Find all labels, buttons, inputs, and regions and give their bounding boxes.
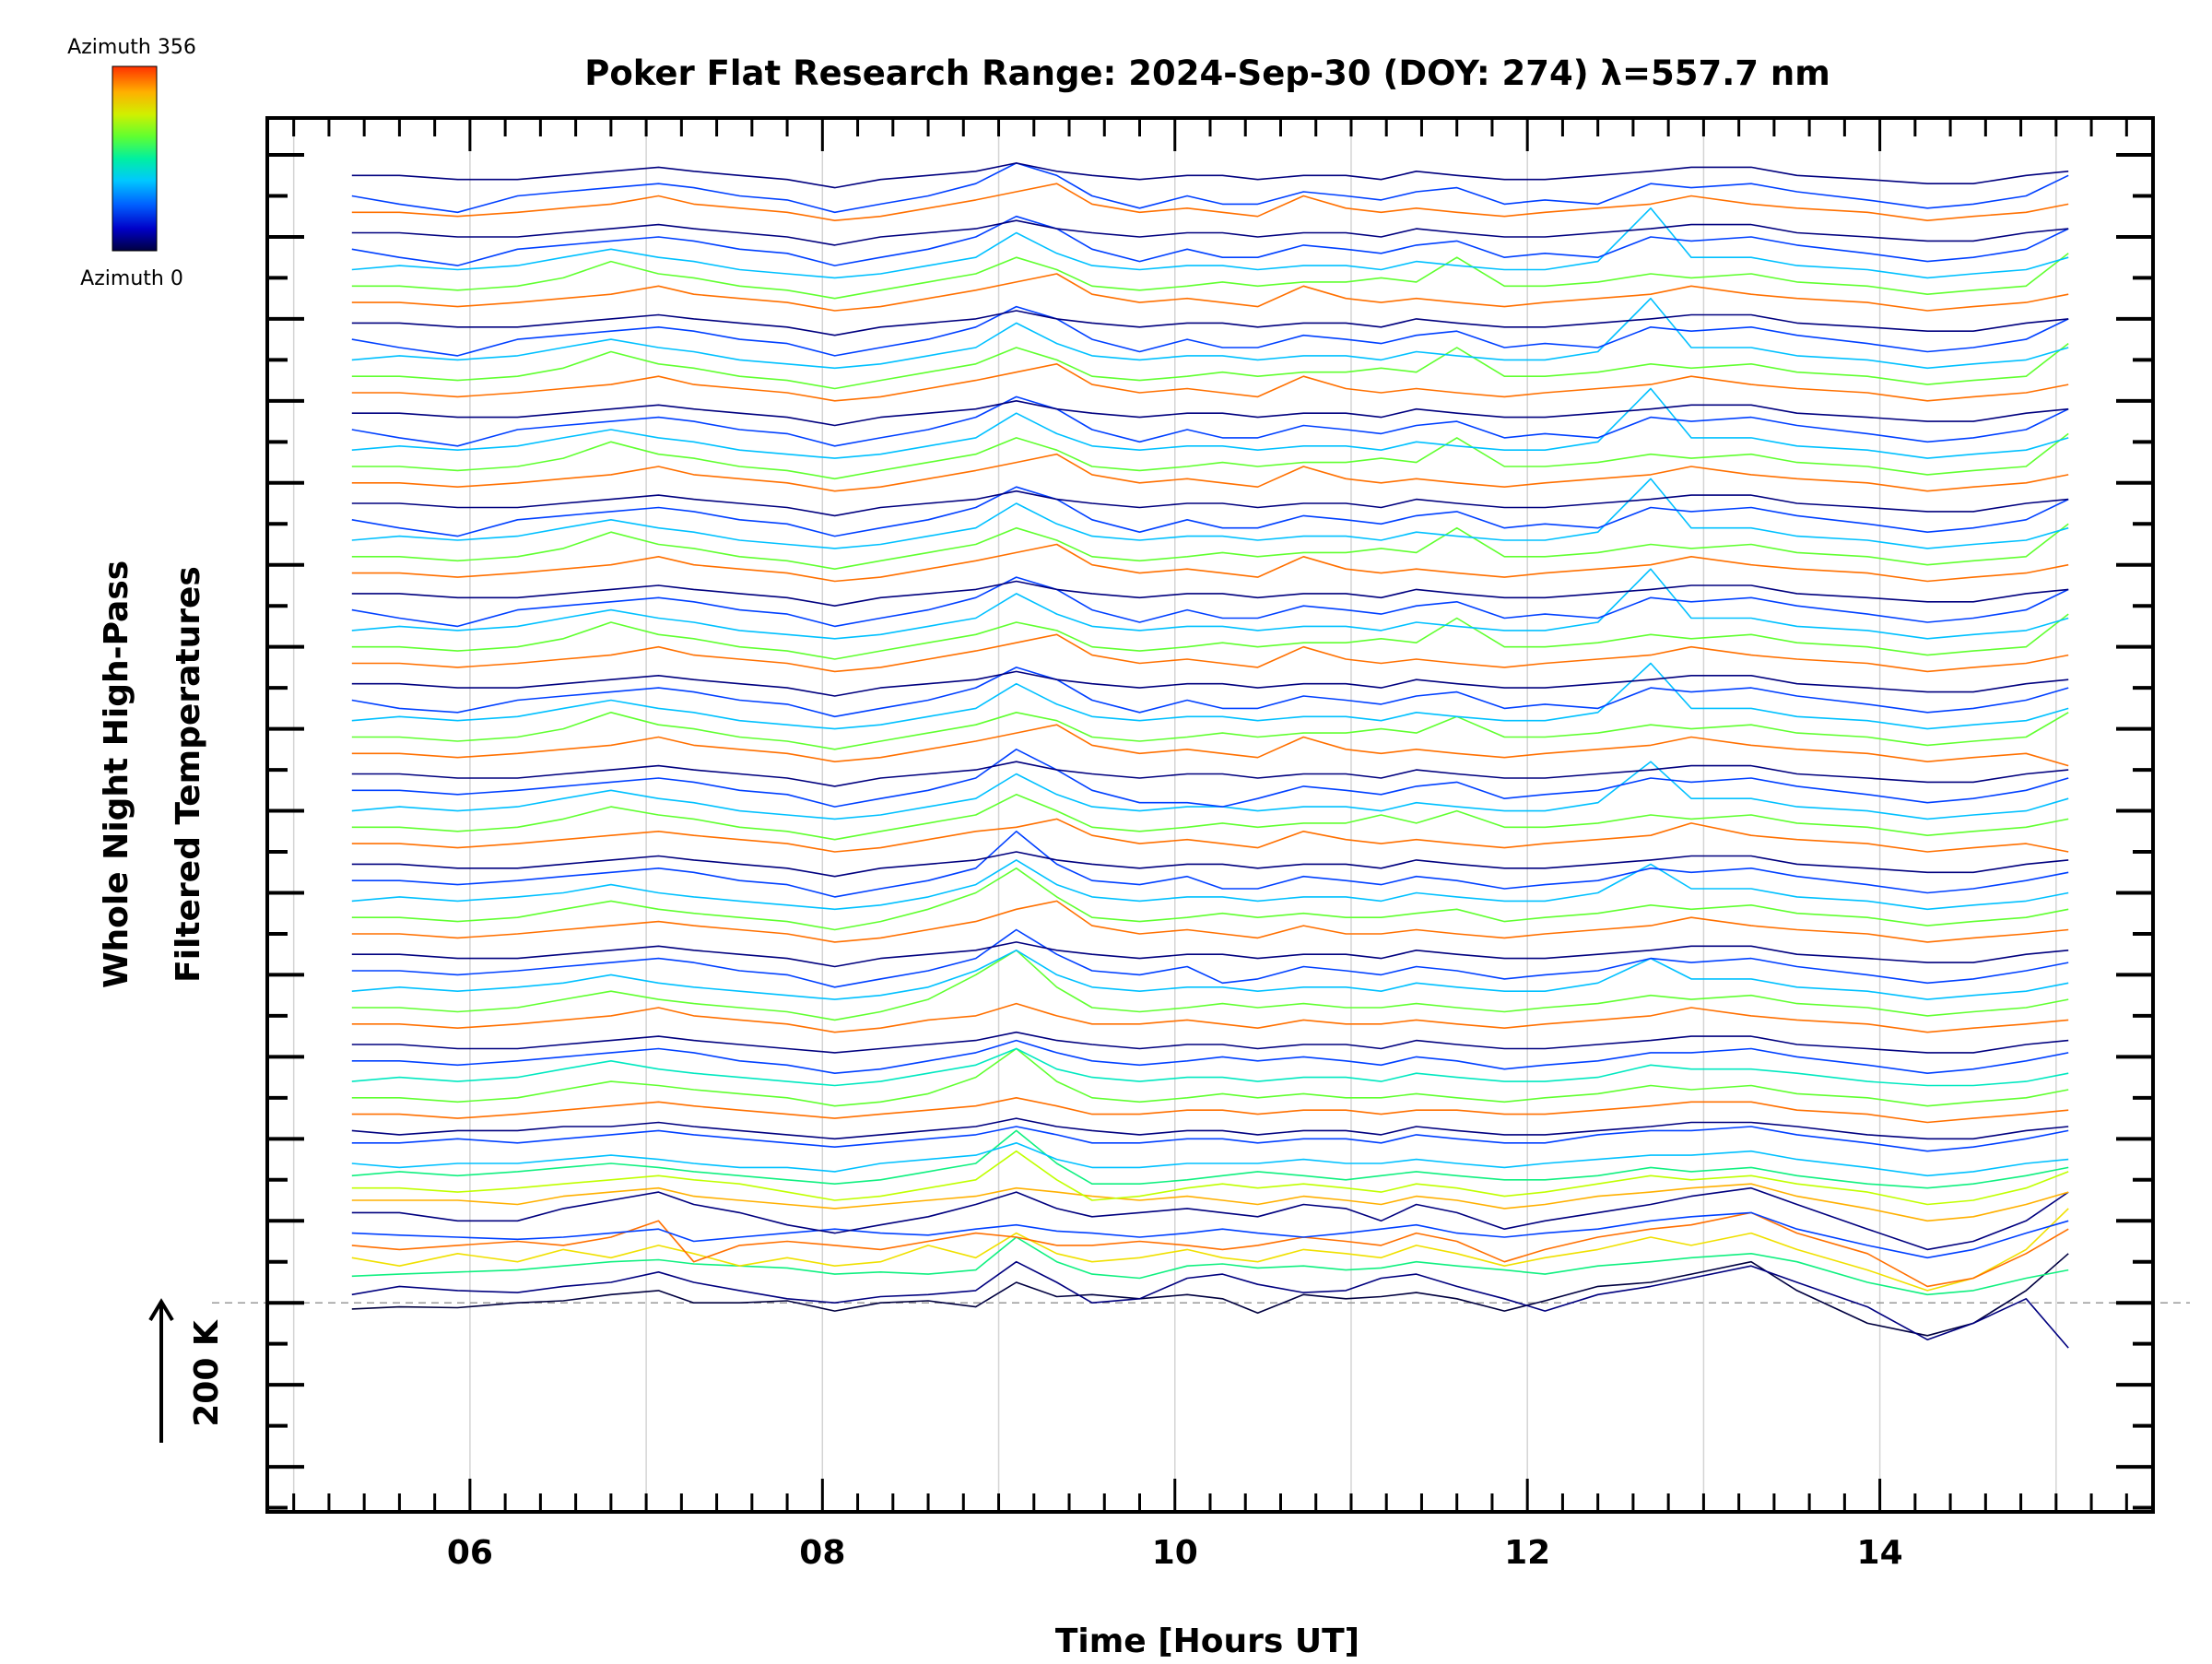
series-line xyxy=(351,830,2069,898)
x-tick-label: 14 xyxy=(1857,1534,1903,1572)
y-axis-label-line1: Whole Night High-Pass xyxy=(98,561,135,988)
series-line xyxy=(351,900,2069,943)
axes: 06 08 10 12 14 xyxy=(265,116,2155,1572)
series-line xyxy=(351,207,2069,279)
series-line xyxy=(351,928,2069,988)
series-line xyxy=(351,670,2069,697)
series-line xyxy=(351,1211,2069,1259)
series-line xyxy=(351,486,2069,537)
series-line xyxy=(351,748,2069,808)
series-line xyxy=(351,950,2069,1000)
series-line xyxy=(351,867,2069,931)
series-line xyxy=(351,387,2069,459)
chart-title: Poker Flat Research Range: 2024-Sep-30 (… xyxy=(584,53,1830,93)
series-line xyxy=(351,253,2069,300)
series-line xyxy=(351,342,2069,390)
series-line xyxy=(351,613,2069,660)
series-line xyxy=(351,1260,2069,1349)
series-line xyxy=(351,724,2069,767)
x-tick-label: 06 xyxy=(447,1534,493,1572)
series-line xyxy=(351,941,2069,968)
series-line xyxy=(351,453,2069,492)
series-line xyxy=(351,1236,2069,1296)
series-line xyxy=(351,1129,2069,1189)
series-line xyxy=(351,1183,2069,1222)
series-line xyxy=(351,818,2069,853)
series-line xyxy=(351,576,2069,628)
series-line xyxy=(351,1047,2069,1087)
x-tick-label: 12 xyxy=(1504,1534,1550,1572)
colorbar-top-label: Azimuth 356 xyxy=(67,36,196,59)
series-line xyxy=(351,305,2069,357)
series-line xyxy=(351,667,2069,718)
temperature-series xyxy=(351,162,2069,1349)
grid-lines xyxy=(212,118,2190,1512)
series-line xyxy=(351,1186,2069,1251)
series-line xyxy=(351,183,2069,221)
colorbar-bottom-label: Azimuth 0 xyxy=(80,267,183,290)
series-line xyxy=(351,478,2069,549)
scale-arrow xyxy=(148,1298,174,1443)
series-line xyxy=(351,1039,2069,1074)
series-line xyxy=(351,432,2069,480)
series-line xyxy=(351,1126,2069,1152)
series-line xyxy=(351,162,2069,189)
series-line xyxy=(351,851,2069,878)
x-tick-label: 10 xyxy=(1152,1534,1198,1572)
series-line xyxy=(351,1047,2069,1107)
series-line xyxy=(351,273,2069,312)
series-line xyxy=(351,859,2069,911)
series-line xyxy=(351,219,2069,246)
x-axis-label: Time [Hours UT] xyxy=(1055,1623,1359,1659)
series-line xyxy=(351,793,2069,841)
series-line xyxy=(351,761,2069,820)
series-line xyxy=(351,162,2069,214)
series-line xyxy=(351,1253,2069,1337)
colorbar xyxy=(112,65,158,252)
series-line xyxy=(351,662,2069,730)
series-line xyxy=(351,395,2069,447)
series-line xyxy=(351,399,2069,427)
series-line xyxy=(351,1208,2069,1292)
series-line xyxy=(351,1002,2069,1033)
series-line xyxy=(351,523,2069,571)
series-line xyxy=(351,633,2069,673)
series-line xyxy=(351,543,2069,583)
series-line xyxy=(351,568,2069,640)
series-line xyxy=(351,1211,2069,1288)
series-line xyxy=(351,215,2069,266)
series-line xyxy=(351,297,2069,370)
series-line xyxy=(351,1097,2069,1124)
series-line xyxy=(351,1142,2069,1177)
y-axis-label-line2: Filtered Temperatures xyxy=(170,566,207,983)
series-line xyxy=(351,490,2069,517)
series-line xyxy=(351,1117,2069,1140)
series-line xyxy=(351,1031,2069,1054)
x-tick-label: 08 xyxy=(799,1534,845,1572)
series-line xyxy=(351,711,2069,750)
series-line xyxy=(351,310,2069,336)
series-line xyxy=(351,580,2069,608)
scale-label: 200 K xyxy=(188,1319,226,1427)
series-line xyxy=(351,362,2069,402)
series-line xyxy=(351,950,2069,1021)
series-line xyxy=(351,761,2069,787)
series-line xyxy=(351,1150,2069,1206)
